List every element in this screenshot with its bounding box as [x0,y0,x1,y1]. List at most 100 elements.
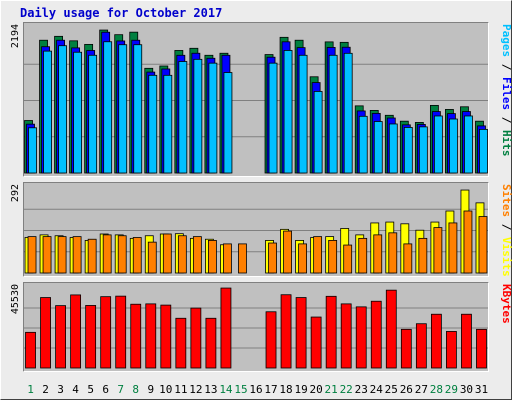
panel-legend: Sites / Visits [500,184,512,277]
plot-bevel-dark [23,182,489,277]
x-tick-label: 18 [279,383,292,396]
bar-sites-day-26 [403,243,413,274]
x-tick-label: 16 [249,383,262,396]
bar-sites-day-22 [343,244,353,274]
legend-entry: Hits [500,130,512,157]
series-kbytes [25,287,487,369]
bar-kbytes-day-27 [415,323,427,369]
panel-legend: KBytes [500,284,512,324]
x-tick-label: 20 [310,383,323,396]
bar-pages-day-18 [283,50,293,174]
bar-pages-day-6 [103,41,113,174]
bar-sites-day-17 [268,242,277,274]
bar-sites-day-19 [298,243,308,274]
bar-pages-day-11 [178,61,188,174]
chart-panels: 2194 Pages / Files / Hits 292 Sites / Visit… [10,22,512,372]
bar-kbytes-day-26 [400,328,412,369]
bar-sites-day-23 [358,237,368,274]
bar-kbytes-day-8 [130,303,142,369]
bar-pages-day-29 [449,118,458,174]
x-tick-label: 25 [385,383,398,396]
bar-sites-day-14 [223,243,232,274]
bar-pages-day-31 [479,128,488,174]
bar-sites-day-3 [57,236,67,274]
bar-kbytes-day-7 [115,295,127,369]
x-tick-label: 4 [72,383,79,396]
bar-sites-day-28 [433,227,443,274]
bar-pages-day-26 [403,127,413,174]
y-max-label: 292 [10,184,21,202]
bar-pages-day-10 [163,74,173,174]
x-tick-label: 7 [117,383,124,396]
legend-entry: / [500,57,512,77]
x-tick-label: 26 [400,383,413,396]
bar-pages-day-7 [118,44,128,174]
bar-sites-day-4 [72,236,82,274]
bar-pages-day-17 [268,62,278,174]
bar-sites-day-24 [373,234,383,274]
plot-bevel-light [23,22,489,177]
bar-pages-day-21 [328,54,338,174]
x-tick-label: 23 [355,383,368,396]
x-tick-label: 3 [57,383,64,396]
bar-pages-day-28 [433,115,443,174]
x-tick-label: 2 [42,383,49,396]
bar-kbytes-day-10 [160,304,172,369]
bar-sites-day-18 [283,230,292,274]
bar-sites-day-21 [328,239,338,274]
series-pages [28,41,488,174]
x-tick-label: 15 [234,383,247,396]
bar-kbytes-day-3 [55,305,66,369]
bar-sites-day-9 [147,241,157,274]
x-tick-label: 13 [204,383,217,396]
bar-pages-day-3 [58,45,67,174]
y-max-label: 45530 [10,284,21,314]
y-max-label: 2194 [10,24,21,48]
x-tick-label: 28 [430,383,443,396]
bar-kbytes-day-11 [175,317,187,369]
bar-kbytes-day-9 [145,303,157,369]
legend-entry: / [500,217,512,237]
x-tick-label: 1 [27,383,34,396]
bar-kbytes-day-25 [385,289,397,369]
x-tick-label: 22 [340,383,353,396]
bar-kbytes-day-30 [461,313,472,369]
bar-sites-day-7 [117,235,127,274]
legend-entry: Sites [500,184,512,217]
bar-pages-day-27 [418,126,428,174]
bar-kbytes-day-4 [70,294,82,369]
bar-pages-day-4 [73,51,83,174]
bar-pages-day-13 [208,62,218,174]
x-tick-label: 5 [87,383,94,396]
panel-kbytes: 45530 KBytes [10,282,512,372]
x-tick-label: 17 [264,383,277,396]
legend-entry: Files [500,77,512,110]
bar-sites-day-8 [132,237,142,274]
bar-pages-day-9 [148,74,158,174]
bar-sites-day-5 [87,238,97,274]
bar-kbytes-day-2 [40,297,51,369]
bar-kbytes-day-1 [25,331,36,369]
bar-kbytes-day-12 [190,307,202,369]
bar-kbytes-day-24 [370,300,382,369]
x-tick-label: 9 [147,383,154,396]
bar-sites-day-25 [388,232,398,274]
bar-kbytes-day-14 [220,287,232,369]
x-axis-labels: 1 2 3 4 5 6 7 8 9 10 11 12 13 14 15 16 17 18 19 20 21 22 23 24 2… [27,383,488,396]
plot-bevel-dark [23,22,489,177]
bar-pages-day-5 [88,54,98,174]
bar-pages-day-25 [388,123,398,174]
panel-visits-sites: 292 Sites / Visits [10,182,512,277]
legend-entry: Pages [500,24,512,57]
x-tick-label: 14 [219,383,233,396]
bar-sites-day-30 [463,210,473,274]
bar-sites-day-15 [238,243,247,274]
bar-sites-day-2 [42,236,52,274]
x-tick-label: 11 [174,383,187,396]
legend-entry: Visits [500,237,512,277]
bar-sites-day-29 [448,222,458,274]
plot-bevel-dark [23,282,489,372]
bar-sites-day-27 [418,237,428,274]
x-tick-label: 10 [159,383,172,396]
bar-sites-day-11 [177,235,187,274]
